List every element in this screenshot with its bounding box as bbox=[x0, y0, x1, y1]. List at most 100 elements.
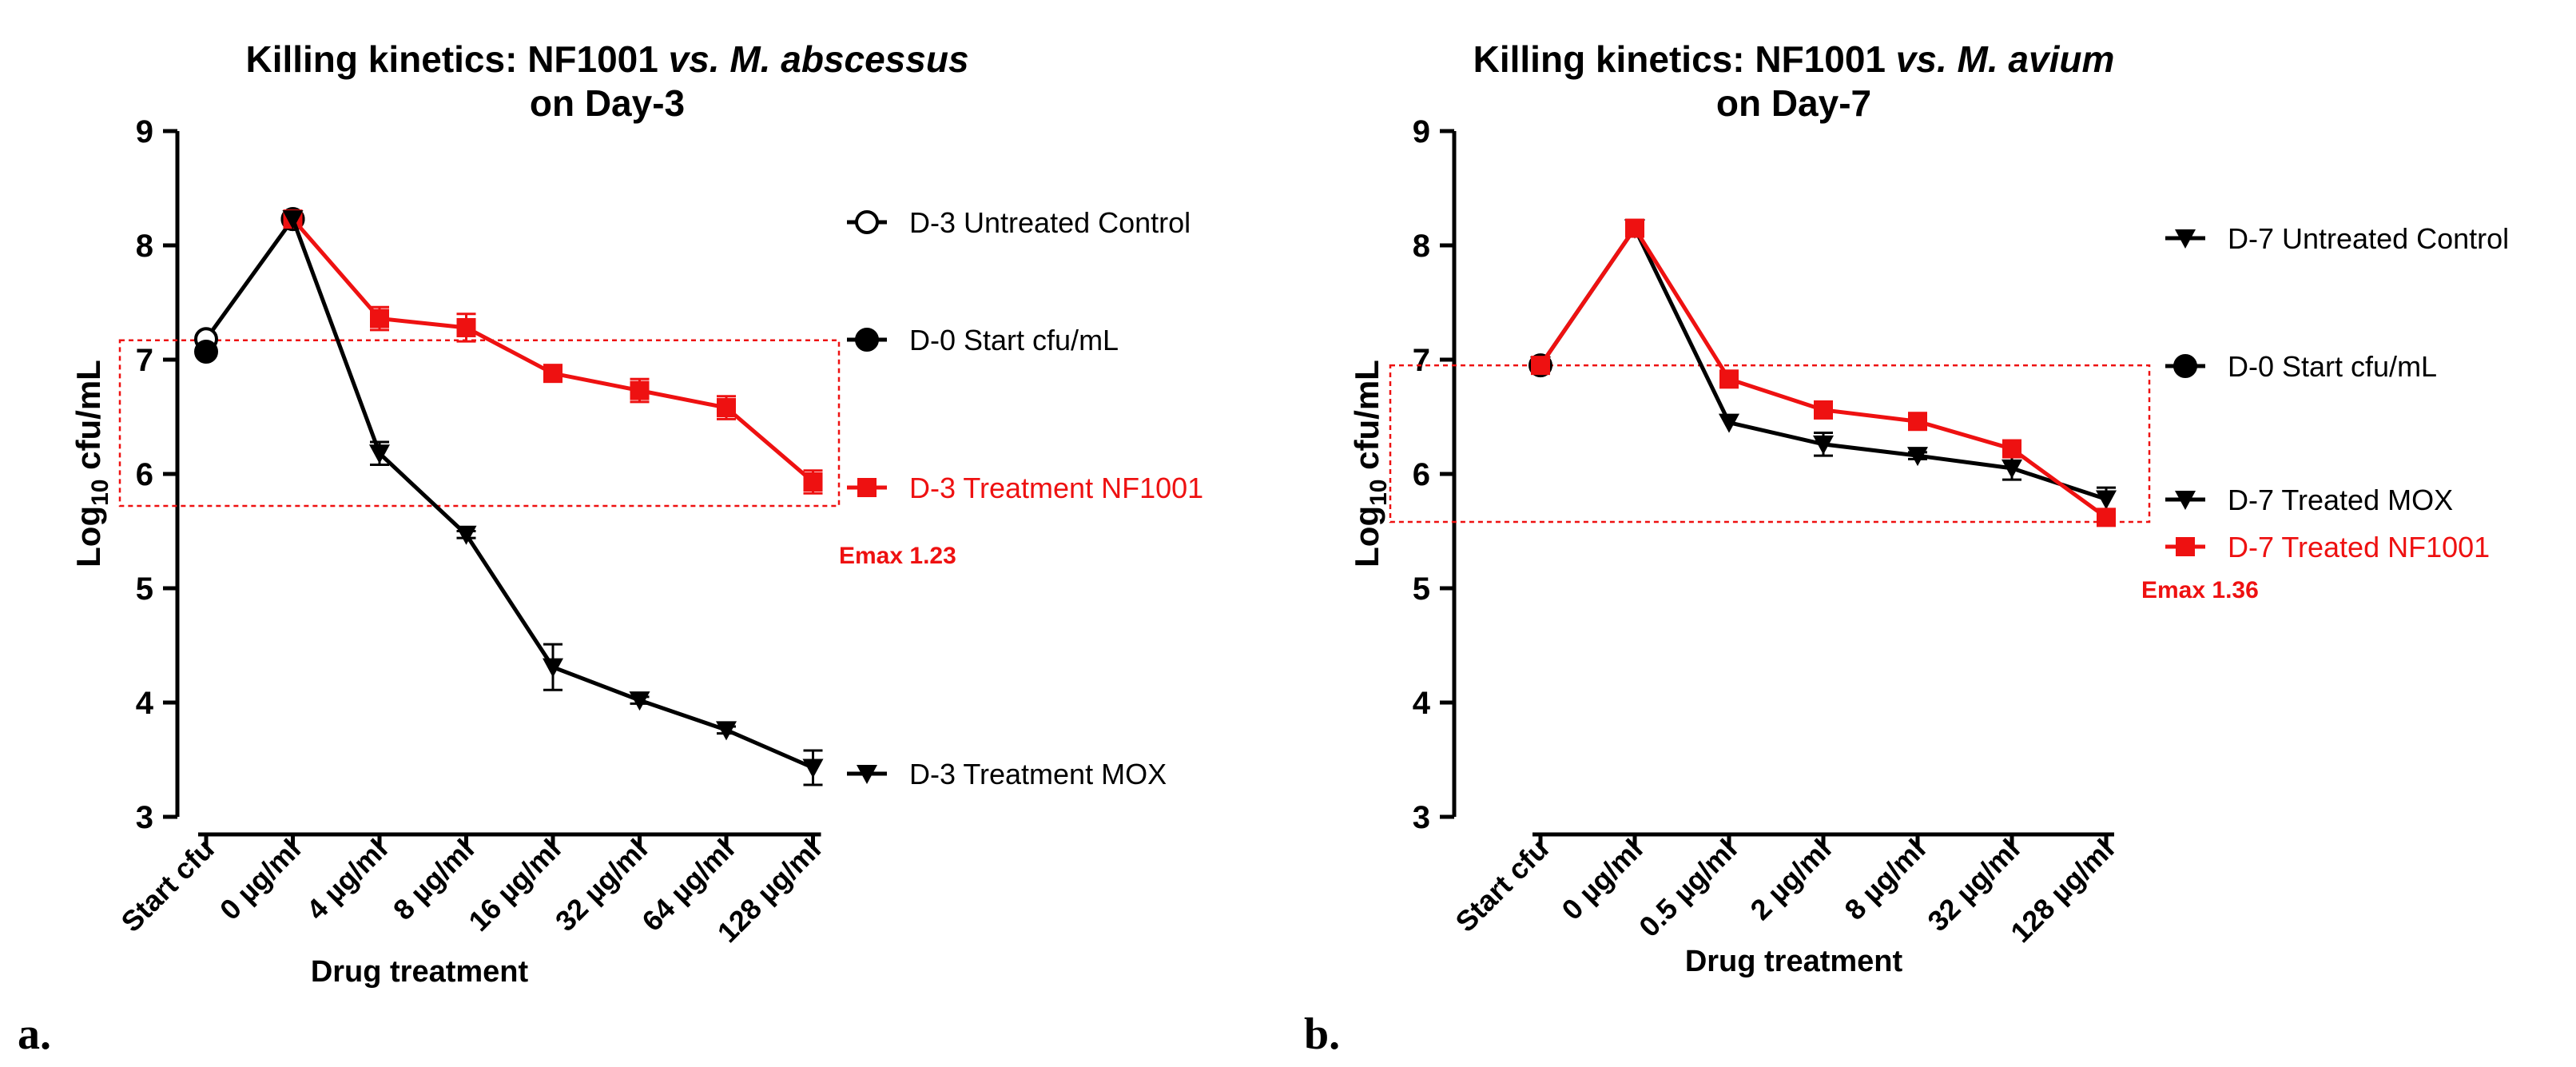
y-tick-label: 6 bbox=[1413, 457, 1430, 492]
legend-marker bbox=[857, 765, 877, 784]
data-point bbox=[1719, 369, 1739, 389]
data-point bbox=[716, 721, 737, 741]
data-point bbox=[1531, 356, 1550, 376]
legend-marker bbox=[855, 210, 879, 234]
series-line bbox=[1632, 227, 2107, 501]
legend-marker bbox=[2175, 491, 2196, 510]
x-tick-label: 16 µg/ml bbox=[462, 833, 566, 938]
data-point bbox=[2002, 459, 2022, 479]
legend-marker bbox=[857, 478, 877, 497]
legend-marker bbox=[2176, 537, 2195, 556]
panel-b-y-axis-label: Log10 cfu/mL bbox=[1348, 360, 1392, 567]
panel-a-label: a. bbox=[18, 1009, 51, 1059]
panel-b-emax-annotation: Emax 1.36 bbox=[2141, 577, 2259, 603]
data-point bbox=[455, 525, 477, 545]
highlight-box bbox=[118, 339, 841, 508]
legend-item: D-3 Treatment NF1001 bbox=[847, 472, 1203, 504]
x-tick-label: Start cfu bbox=[1449, 833, 1554, 938]
data-point bbox=[456, 317, 476, 337]
panel-b-chart: Killing kinetics: NF1001 vs. M. avium on… bbox=[1348, 38, 2509, 978]
panel-a-title-line1: Killing kinetics: NF1001 vs. M. abscessu… bbox=[245, 38, 968, 80]
data-point bbox=[803, 472, 823, 492]
data-point bbox=[1908, 412, 1927, 432]
y-tick-label: 9 bbox=[1413, 114, 1430, 149]
data-point bbox=[543, 658, 563, 678]
data-point bbox=[543, 364, 563, 384]
data-point bbox=[1813, 435, 1834, 455]
panel-a-x-axis-label: Drug treatment bbox=[311, 955, 529, 989]
legend-item: D-7 Treated NF1001 bbox=[2165, 531, 2490, 563]
data-point bbox=[630, 380, 650, 400]
data-point bbox=[2002, 439, 2021, 459]
data-point bbox=[802, 758, 824, 778]
x-tick-label: 32 µg/ml bbox=[549, 833, 654, 938]
legend-item: D-7 Untreated Control bbox=[2165, 222, 2509, 255]
data-point bbox=[1814, 400, 1833, 420]
legend-label: D-0 Start cfu/mL bbox=[2228, 350, 2437, 383]
series-d-3-treatment-nf1001 bbox=[283, 209, 823, 495]
data-point bbox=[370, 309, 389, 328]
data-point bbox=[282, 210, 304, 230]
data-point bbox=[1719, 413, 1739, 433]
legend-item: D-0 Start cfu/mL bbox=[2165, 350, 2437, 383]
series-d-3-untreated-control bbox=[194, 207, 305, 352]
legend-label: D-7 Untreated Control bbox=[2228, 222, 2509, 255]
x-tick-label: Start cfu bbox=[114, 833, 220, 938]
panel-b-label: b. bbox=[1304, 1009, 1340, 1059]
panel-b-plot: 3 4 5 6 7 8 9 Start cfu 0 µg/ml0.5 µg/ml 2 µg/ml 8… bbox=[1389, 114, 2151, 950]
series-d-7-treated-nf1001 bbox=[1531, 218, 2116, 528]
panel-a-y-axis-label: Log10 cfu/mL bbox=[70, 360, 113, 567]
panel-a-emax-annotation: Emax 1.23 bbox=[839, 543, 956, 569]
y-tick-label: 3 bbox=[136, 800, 153, 835]
legend-marker bbox=[2173, 354, 2197, 378]
y-tick-label: 3 bbox=[1413, 800, 1430, 835]
x-tick-label: 8 µg/ml bbox=[1838, 833, 1931, 926]
data-point bbox=[2097, 508, 2116, 528]
panel-b-x-axis-label: Drug treatment bbox=[1685, 945, 1903, 978]
panel-a-title-line2: on Day-3 bbox=[530, 82, 685, 124]
y-tick-label: 7 bbox=[136, 343, 153, 378]
data-point bbox=[369, 444, 390, 464]
x-tick-label: 2 µg/ml bbox=[1743, 833, 1837, 926]
panel-b-title-line1: Killing kinetics: NF1001 vs. M. avium bbox=[1473, 38, 2115, 80]
legend-label: D-0 Start cfu/mL bbox=[909, 324, 1119, 356]
x-tick-label: 4 µg/ml bbox=[300, 833, 393, 926]
data-point bbox=[629, 691, 650, 711]
data-point bbox=[1907, 447, 1928, 467]
x-tick-label: 0 µg/ml bbox=[213, 833, 307, 926]
y-tick-label: 9 bbox=[136, 114, 153, 149]
y-tick-label: 8 bbox=[1413, 229, 1430, 264]
data-point bbox=[717, 398, 736, 418]
legend-label: D-7 Treated MOX bbox=[2228, 484, 2453, 516]
legend-label: D-3 Treatment NF1001 bbox=[909, 472, 1203, 504]
x-tick-label: 0.5 µg/ml bbox=[1632, 833, 1743, 943]
data-point bbox=[1625, 218, 1644, 238]
data-point bbox=[2096, 490, 2117, 510]
y-tick-label: 7 bbox=[1413, 343, 1430, 378]
x-tick-label: 128 µg/ml bbox=[2004, 833, 2121, 950]
legend-label: D-3 Treatment MOX bbox=[909, 758, 1167, 790]
legend-item: D-3 Untreated Control bbox=[847, 206, 1191, 239]
legend-item: D-0 Start cfu/mL bbox=[847, 324, 1119, 356]
legend-item: D-7 Treated MOX bbox=[2165, 484, 2453, 516]
series-line bbox=[1538, 224, 2108, 520]
x-tick-label: 0 µg/ml bbox=[1555, 833, 1648, 926]
y-tick-label: 8 bbox=[136, 229, 153, 264]
highlight-box bbox=[1389, 364, 2151, 524]
legend-marker bbox=[855, 328, 879, 352]
legend-marker bbox=[2175, 229, 2196, 249]
y-tick-label: 5 bbox=[1413, 571, 1430, 607]
panel-b-title-line2: on Day-7 bbox=[1716, 82, 1871, 124]
legend-label: D-7 Treated NF1001 bbox=[2228, 531, 2490, 563]
panel-a-legend: D-3 Untreated Control D-0 Start cfu/mL D-3… bbox=[847, 206, 1203, 790]
y-tick-label: 4 bbox=[1413, 686, 1431, 721]
data-point bbox=[194, 339, 218, 364]
series-d-3-treatment-mox bbox=[282, 210, 824, 786]
legend-item: D-3 Treatment MOX bbox=[847, 758, 1167, 790]
y-tick-label: 6 bbox=[136, 457, 153, 492]
legend-label: D-3 Untreated Control bbox=[909, 206, 1191, 239]
series-line bbox=[204, 217, 295, 340]
panel-b-legend: D-7 Untreated Control D-0 Start cfu/mL D-7… bbox=[2165, 222, 2509, 563]
